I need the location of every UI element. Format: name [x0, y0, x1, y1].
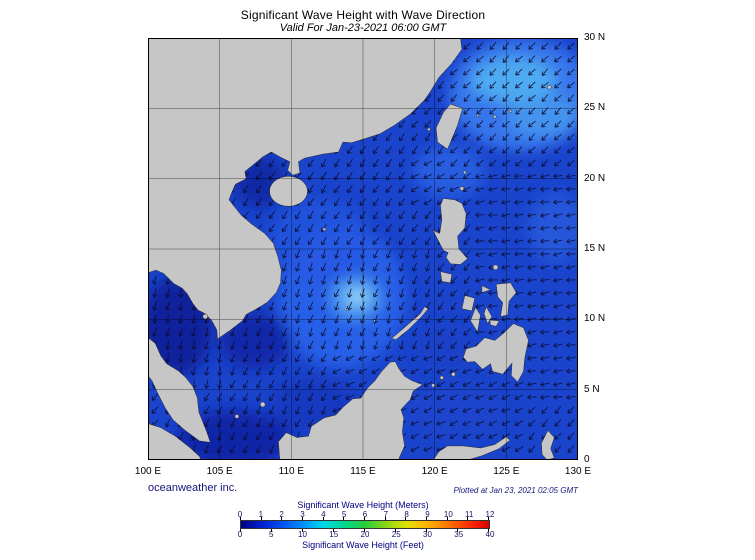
island-bohol — [489, 319, 500, 327]
wave-height-colorbar — [240, 520, 490, 529]
island-halmahera — [541, 430, 555, 461]
lon-label: 105 E — [206, 466, 233, 477]
island-hainan — [269, 176, 308, 207]
colorbar-tick — [395, 529, 396, 532]
colorbar-tick — [281, 517, 283, 520]
feet-tick-label: 15 — [329, 530, 339, 539]
feet-tick-label: 25 — [391, 530, 401, 539]
lat-label: 5 N — [584, 383, 600, 395]
longitude-axis: 100 E 105 E 110 E 115 E 120 E 125 E 130 E — [135, 466, 591, 480]
feet-tick-label: 10 — [298, 530, 307, 539]
colorbar-tick — [488, 517, 489, 520]
colorbar-tick — [426, 529, 427, 532]
colorbar-tick — [260, 517, 262, 520]
meter-tick-label: 11 — [465, 510, 474, 519]
legend-feet-ticks: 0 5 10 15 20 25 30 35 40 — [237, 530, 495, 539]
colorbar-tick — [488, 529, 489, 532]
colorbar-tick — [302, 517, 303, 520]
map-area — [147, 37, 578, 461]
meter-tick-label: 0 — [237, 510, 243, 519]
meter-tick-label: 1 — [258, 510, 264, 519]
hs-patch-karimata — [176, 410, 292, 460]
lat-label: 0 — [584, 454, 590, 465]
colorbar-tick — [457, 529, 458, 532]
hs-patch-east-taiwan — [506, 94, 578, 137]
colorbar-tick — [384, 517, 386, 520]
lon-label: 100 E — [134, 466, 162, 477]
legend-title-meters: Significant Wave Height (Meters) — [297, 500, 429, 510]
lon-label: 115 E — [350, 466, 376, 477]
colorbar-tick — [426, 517, 427, 520]
oceanweather-branding: oceanweather inc. — [148, 482, 238, 494]
feet-tick-label: 5 — [269, 530, 274, 539]
island-mindanao — [463, 323, 529, 383]
colorbar-tick — [271, 529, 272, 532]
feet-tick-label: 0 — [237, 530, 243, 539]
island-negros — [470, 307, 481, 333]
meter-tick-label: 4 — [321, 510, 326, 519]
feet-tick-label: 35 — [454, 530, 464, 539]
lat-label: 25 N — [584, 102, 606, 114]
plotted-timestamp: Plotted at Jan 23, 2021 02:05 GMT — [453, 486, 578, 495]
landmass-malay-peninsula — [147, 337, 211, 443]
lat-label: 10 N — [584, 313, 606, 325]
land-layer — [147, 37, 555, 461]
colorbar-tick — [343, 517, 345, 520]
meter-tick-label: 6 — [362, 510, 368, 519]
meter-tick-label: 12 — [485, 510, 495, 519]
meter-tick-label: 7 — [383, 510, 389, 519]
island-mindoro — [440, 271, 453, 284]
small-islands — [202, 84, 552, 419]
latitude-axis: 30 N 25 N 20 N 15 N 10 N 5 N 0 — [584, 32, 624, 465]
lon-label: 125 E — [493, 466, 520, 477]
colorbar-tick — [467, 517, 469, 520]
colorbar-tick — [405, 517, 407, 520]
legend-meter-ticks: 0 1 2 3 4 5 6 7 8 9 10 11 12 — [237, 510, 495, 519]
meter-tick-label: 8 — [404, 510, 409, 519]
meter-tick-label: 5 — [341, 510, 347, 519]
island-masbate — [481, 285, 491, 293]
map-frame — [148, 38, 578, 460]
page-title: Significant Wave Height with Wave Direct… — [240, 8, 486, 22]
island-luzon — [432, 198, 468, 265]
hs-patch-luzon-strait — [413, 146, 485, 197]
island-taiwan — [435, 103, 463, 150]
meter-tick-label: 2 — [279, 510, 284, 519]
landmass-borneo — [278, 361, 423, 461]
lat-label: 20 N — [584, 172, 606, 184]
colorbar-tick — [364, 517, 365, 520]
colorbar-tick — [240, 529, 241, 532]
lon-label: 110 E — [278, 466, 305, 477]
feet-tick-label: 40 — [485, 530, 495, 539]
graticule — [148, 38, 578, 460]
colorbar-tick — [364, 529, 365, 532]
colorbar-tick — [322, 517, 324, 520]
colorbar-tick — [333, 529, 334, 532]
lon-label: 120 E — [421, 466, 448, 477]
island-panay — [461, 295, 476, 312]
meter-tick-label: 3 — [300, 510, 305, 519]
lon-label: 130 E — [564, 466, 592, 477]
valid-time-subtitle: Valid For Jan-23-2021 06:00 GMT — [279, 22, 447, 34]
island-sulawesi — [432, 436, 511, 461]
lat-label: 30 N — [584, 32, 606, 43]
wave-map — [147, 37, 578, 461]
feet-tick-label: 20 — [360, 530, 370, 539]
hs-patch-sulu-sea — [417, 326, 475, 369]
meter-tick-label: 10 — [443, 510, 453, 519]
colorbar-tick — [302, 529, 303, 532]
colorbar-tick — [446, 517, 448, 520]
meter-tick-label: 9 — [425, 510, 430, 519]
hs-patch-east-philippines — [527, 192, 578, 264]
hs-patch-mid-scs — [269, 199, 371, 285]
feet-tick-label: 30 — [423, 530, 432, 539]
lat-label: 15 N — [584, 243, 606, 254]
legend-title-feet: Significant Wave Height (Feet) — [302, 540, 424, 550]
colorbar-tick — [240, 517, 241, 520]
